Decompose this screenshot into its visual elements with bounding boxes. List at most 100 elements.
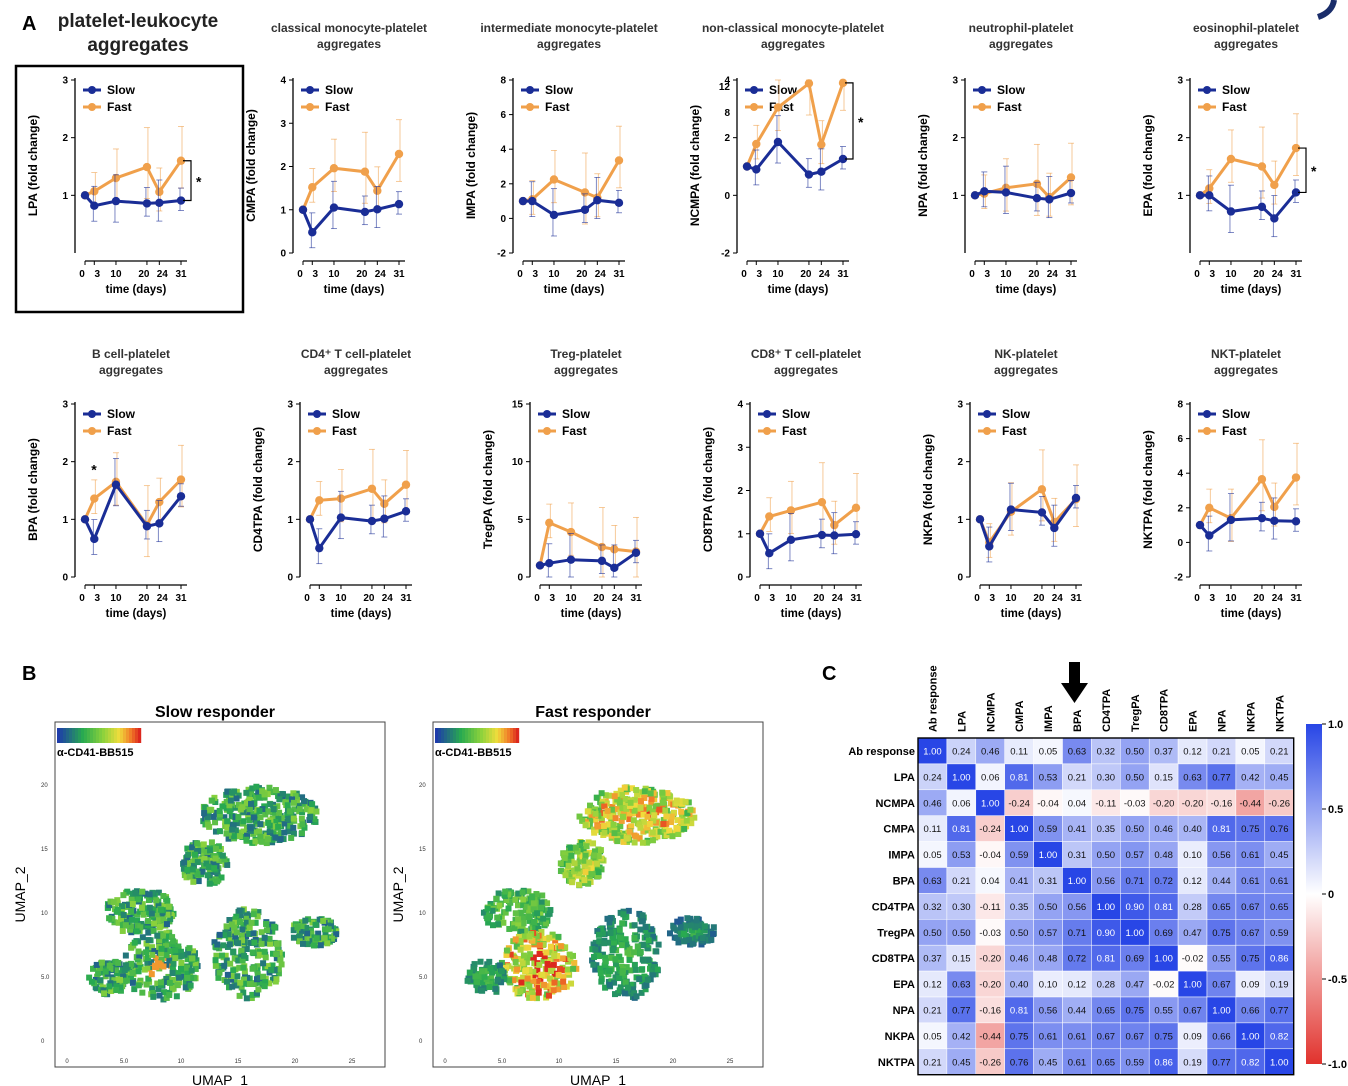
series-line-slow [83, 194, 182, 208]
umap-cell-point [464, 977, 471, 984]
data-point-fast [176, 156, 186, 165]
umap-cell-point [684, 915, 691, 922]
line-plot-NCMPA: non-classical monocyte-plateletaggregate… [688, 21, 884, 296]
umap-cell-point [246, 817, 253, 824]
plot-title: aggregates [1214, 363, 1278, 377]
heatmap-cell [1235, 763, 1266, 791]
umap-cell-point [144, 964, 151, 971]
data-point-slow [80, 191, 90, 200]
data-point-slow [804, 170, 814, 179]
umap-cell-point [536, 961, 543, 968]
legend-marker-fast [983, 427, 991, 435]
umap-cell-point [650, 817, 657, 824]
colorbar-segment [435, 728, 439, 743]
umap-points [86, 783, 340, 1003]
umap-cell-point [641, 973, 648, 980]
x-tick-label: 20 [363, 593, 375, 604]
umap-cell-point [200, 841, 207, 848]
umap-cell-point [593, 794, 600, 801]
heatmap-cell-value: 0.81 [1010, 772, 1029, 783]
umap-cell-point [210, 860, 217, 867]
umap-cell-point [236, 833, 243, 840]
heatmap-cell-value: 0.21 [1270, 746, 1289, 757]
umap-cell-point [188, 960, 195, 967]
heatmap-row-label: LPA [894, 772, 915, 784]
x-axis-label: time (days) [768, 284, 829, 296]
data-point-fast [360, 167, 370, 176]
colorbar-segment [507, 728, 511, 743]
umap-cell-point [608, 806, 615, 813]
umap-cell-point [517, 946, 524, 953]
heatmap-cell [946, 789, 977, 816]
umap-cell-point [653, 948, 660, 955]
umap-cell-point [219, 803, 226, 810]
umap-cell-point [681, 825, 688, 832]
umap-cell-point [526, 966, 533, 973]
heatmap-cell [917, 944, 948, 972]
umap-cell-point [591, 829, 598, 836]
data-point-fast [851, 503, 861, 512]
umap-cell-point [534, 966, 541, 973]
umap-cell-point [152, 955, 159, 962]
heatmap-cell-value: 0.47 [1126, 980, 1145, 991]
umap-cell-point [544, 900, 551, 907]
umap-cell-point [194, 859, 201, 866]
heatmap-cell [1148, 944, 1179, 972]
umap-cell-point [242, 915, 249, 922]
umap-cell-point [203, 848, 210, 855]
umap-cell-point [235, 936, 242, 943]
umap-cell-point [663, 813, 670, 820]
umap-cell-point [619, 969, 626, 976]
umap-cell-point [261, 791, 268, 798]
umap-cell-point [530, 905, 537, 912]
legend-marker-slow [750, 86, 758, 94]
umap-cell-point [538, 904, 545, 911]
umap-cell-point [645, 957, 652, 964]
umap-cell-point [543, 920, 550, 927]
heatmap-cell-value: 0.45 [1270, 850, 1289, 861]
heatmap-cell [1148, 1022, 1179, 1050]
umap-cell-point [189, 844, 196, 851]
x-tick-label: 0 [1194, 593, 1200, 604]
umap-cell-point [687, 815, 694, 822]
colorbar-segment [129, 728, 133, 743]
data-point-slow [752, 165, 761, 174]
umap-cell-point [313, 935, 320, 942]
heatmap-cell-value: 0.21 [1068, 772, 1087, 783]
umap-cell-point [298, 923, 305, 930]
data-point-fast [373, 186, 382, 195]
umap-cell-point [135, 948, 142, 955]
y-axis-label: NKTPA (fold change) [1141, 430, 1155, 549]
umap-cell-point [505, 905, 512, 912]
umap-cell-point [188, 974, 195, 981]
heatmap-cell-value: 1.00 [1183, 980, 1202, 991]
umap-cell-point [216, 858, 223, 865]
umap-cell-point [224, 971, 231, 978]
colorbar-tick-label: -1.0 [1328, 1059, 1347, 1071]
section-title-line1: platelet-leukocyte [58, 11, 219, 32]
heatmap-cell [1235, 1022, 1266, 1050]
umap-cell-point [574, 865, 581, 872]
umap-cell-point [637, 948, 644, 955]
heatmap-cell-value: 0.42 [1241, 772, 1260, 783]
umap-cell-point [149, 951, 156, 958]
umap-cell-point [592, 946, 599, 953]
heatmap-cell-value: 0.41 [1010, 876, 1029, 887]
umap-cell-point [641, 818, 648, 825]
heatmap-cell-value: 0.35 [1097, 824, 1116, 835]
heatmap-cell [1148, 841, 1179, 868]
umap-cell-point [88, 978, 95, 985]
umap-cell-point [490, 965, 497, 972]
umap-cell-point [660, 820, 667, 827]
heatmap-cell [1177, 737, 1208, 765]
umap-cell-point [119, 903, 126, 910]
umap-cell-point [526, 913, 533, 920]
heatmap-cell [1177, 841, 1208, 868]
umap-cell-point [587, 802, 594, 809]
umap-cell-point [86, 974, 93, 981]
series-line-slow [539, 551, 637, 570]
umap-cell-point [539, 941, 546, 948]
umap-cell-point [498, 968, 505, 975]
plot-title: aggregates [761, 37, 825, 51]
